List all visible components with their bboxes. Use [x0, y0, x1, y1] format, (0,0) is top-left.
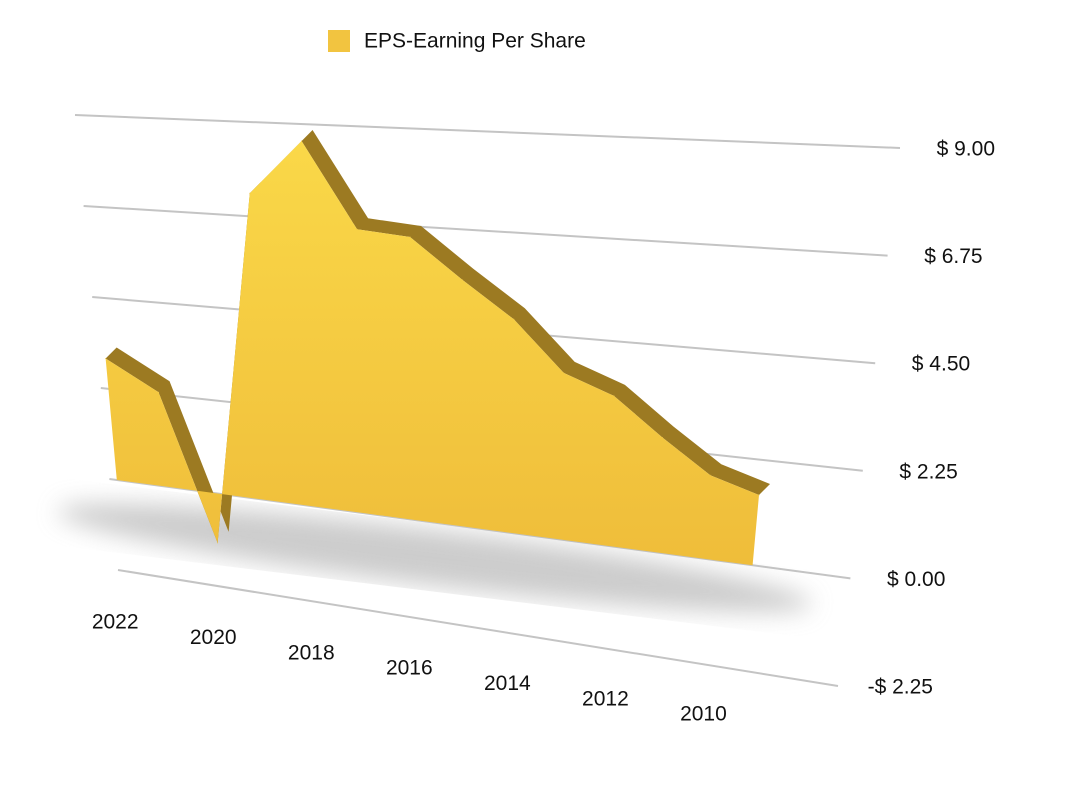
- area-vertex: [709, 474, 711, 476]
- area-vertex: [301, 140, 303, 142]
- area: [105, 141, 760, 566]
- area-vertex: [409, 236, 411, 238]
- area-vertex: [356, 228, 358, 230]
- legend-label: EPS-Earning Per Share: [364, 30, 586, 53]
- shadow: [57, 503, 812, 612]
- y-tick-label: $ 0.00: [887, 568, 945, 591]
- legend-swatch: [328, 30, 350, 52]
- x-tick-label: 2012: [582, 687, 629, 710]
- y-tick-label: -$ 2.25: [868, 676, 933, 699]
- x-tick-label: 2016: [386, 657, 433, 680]
- x-tick-label: 2014: [484, 672, 531, 695]
- area-vertex: [461, 279, 463, 281]
- area-vertex: [613, 395, 615, 397]
- area-vertex: [661, 436, 663, 438]
- x-tick-label: 2018: [288, 641, 335, 664]
- area-vertex: [158, 391, 160, 393]
- area-vertex: [249, 192, 251, 194]
- area-vertex: [563, 372, 565, 374]
- x-tick-label: 2020: [190, 626, 237, 649]
- y-tick-label: $ 9.00: [937, 138, 995, 161]
- grid-line: [117, 569, 839, 687]
- y-tick-label: $ 4.50: [912, 353, 970, 376]
- area-vertex: [217, 542, 219, 544]
- area-vertex: [758, 494, 760, 496]
- area-vertex: [105, 357, 107, 359]
- y-tick-label: $ 2.25: [899, 460, 957, 483]
- grid-line: [74, 114, 901, 149]
- area-vertex: [513, 318, 515, 320]
- x-tick-label: 2010: [680, 703, 727, 726]
- grid-line: [83, 205, 888, 257]
- x-tick-label: 2022: [92, 611, 139, 634]
- grid-line: [109, 478, 851, 580]
- y-tick-label: $ 6.75: [924, 245, 982, 268]
